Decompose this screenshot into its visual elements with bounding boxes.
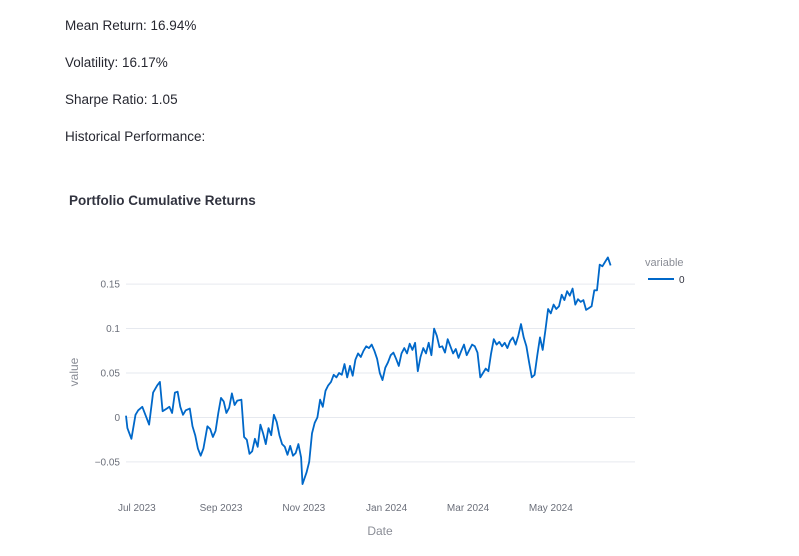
x-axis-ticks: Jul 2023 Sep 2023 Nov 2023 Jan 2024 Mar 2024… [118, 503, 573, 514]
y-tick-label: −0.05 [95, 457, 121, 468]
x-tick-label: Sep 2023 [200, 503, 243, 514]
y-axis-title: value [67, 357, 81, 386]
mean-return-text: Mean Return: 16.94% [65, 18, 197, 33]
legend-item-0[interactable]: 0 [679, 275, 685, 286]
y-tick-label: 0.15 [101, 280, 121, 291]
legend-title: variable [645, 257, 684, 269]
y-tick-label: 0.05 [101, 369, 121, 380]
x-tick-label: Jan 2024 [366, 503, 408, 514]
x-tick-label: May 2024 [529, 503, 573, 514]
series-line-0[interactable] [125, 256, 612, 485]
volatility-text: Volatility: 16.17% [65, 55, 168, 70]
series-layer [125, 256, 612, 485]
historical-performance-label: Historical Performance: [65, 129, 206, 144]
legend[interactable]: variable 0 [645, 257, 685, 286]
x-tick-label: Nov 2023 [282, 503, 325, 514]
gridlines [126, 283, 635, 463]
x-tick-label: Mar 2024 [447, 503, 490, 514]
chart-title: Portfolio Cumulative Returns [69, 193, 256, 208]
x-tick-label: Jul 2023 [118, 503, 156, 514]
sharpe-ratio-text: Sharpe Ratio: 1.05 [65, 92, 178, 107]
y-tick-label: 0.1 [106, 324, 120, 335]
y-tick-label: 0 [114, 413, 120, 424]
x-axis-title: Date [367, 524, 393, 538]
y-axis-ticks: 0.15 0.1 0.05 0 −0.05 [95, 280, 121, 469]
